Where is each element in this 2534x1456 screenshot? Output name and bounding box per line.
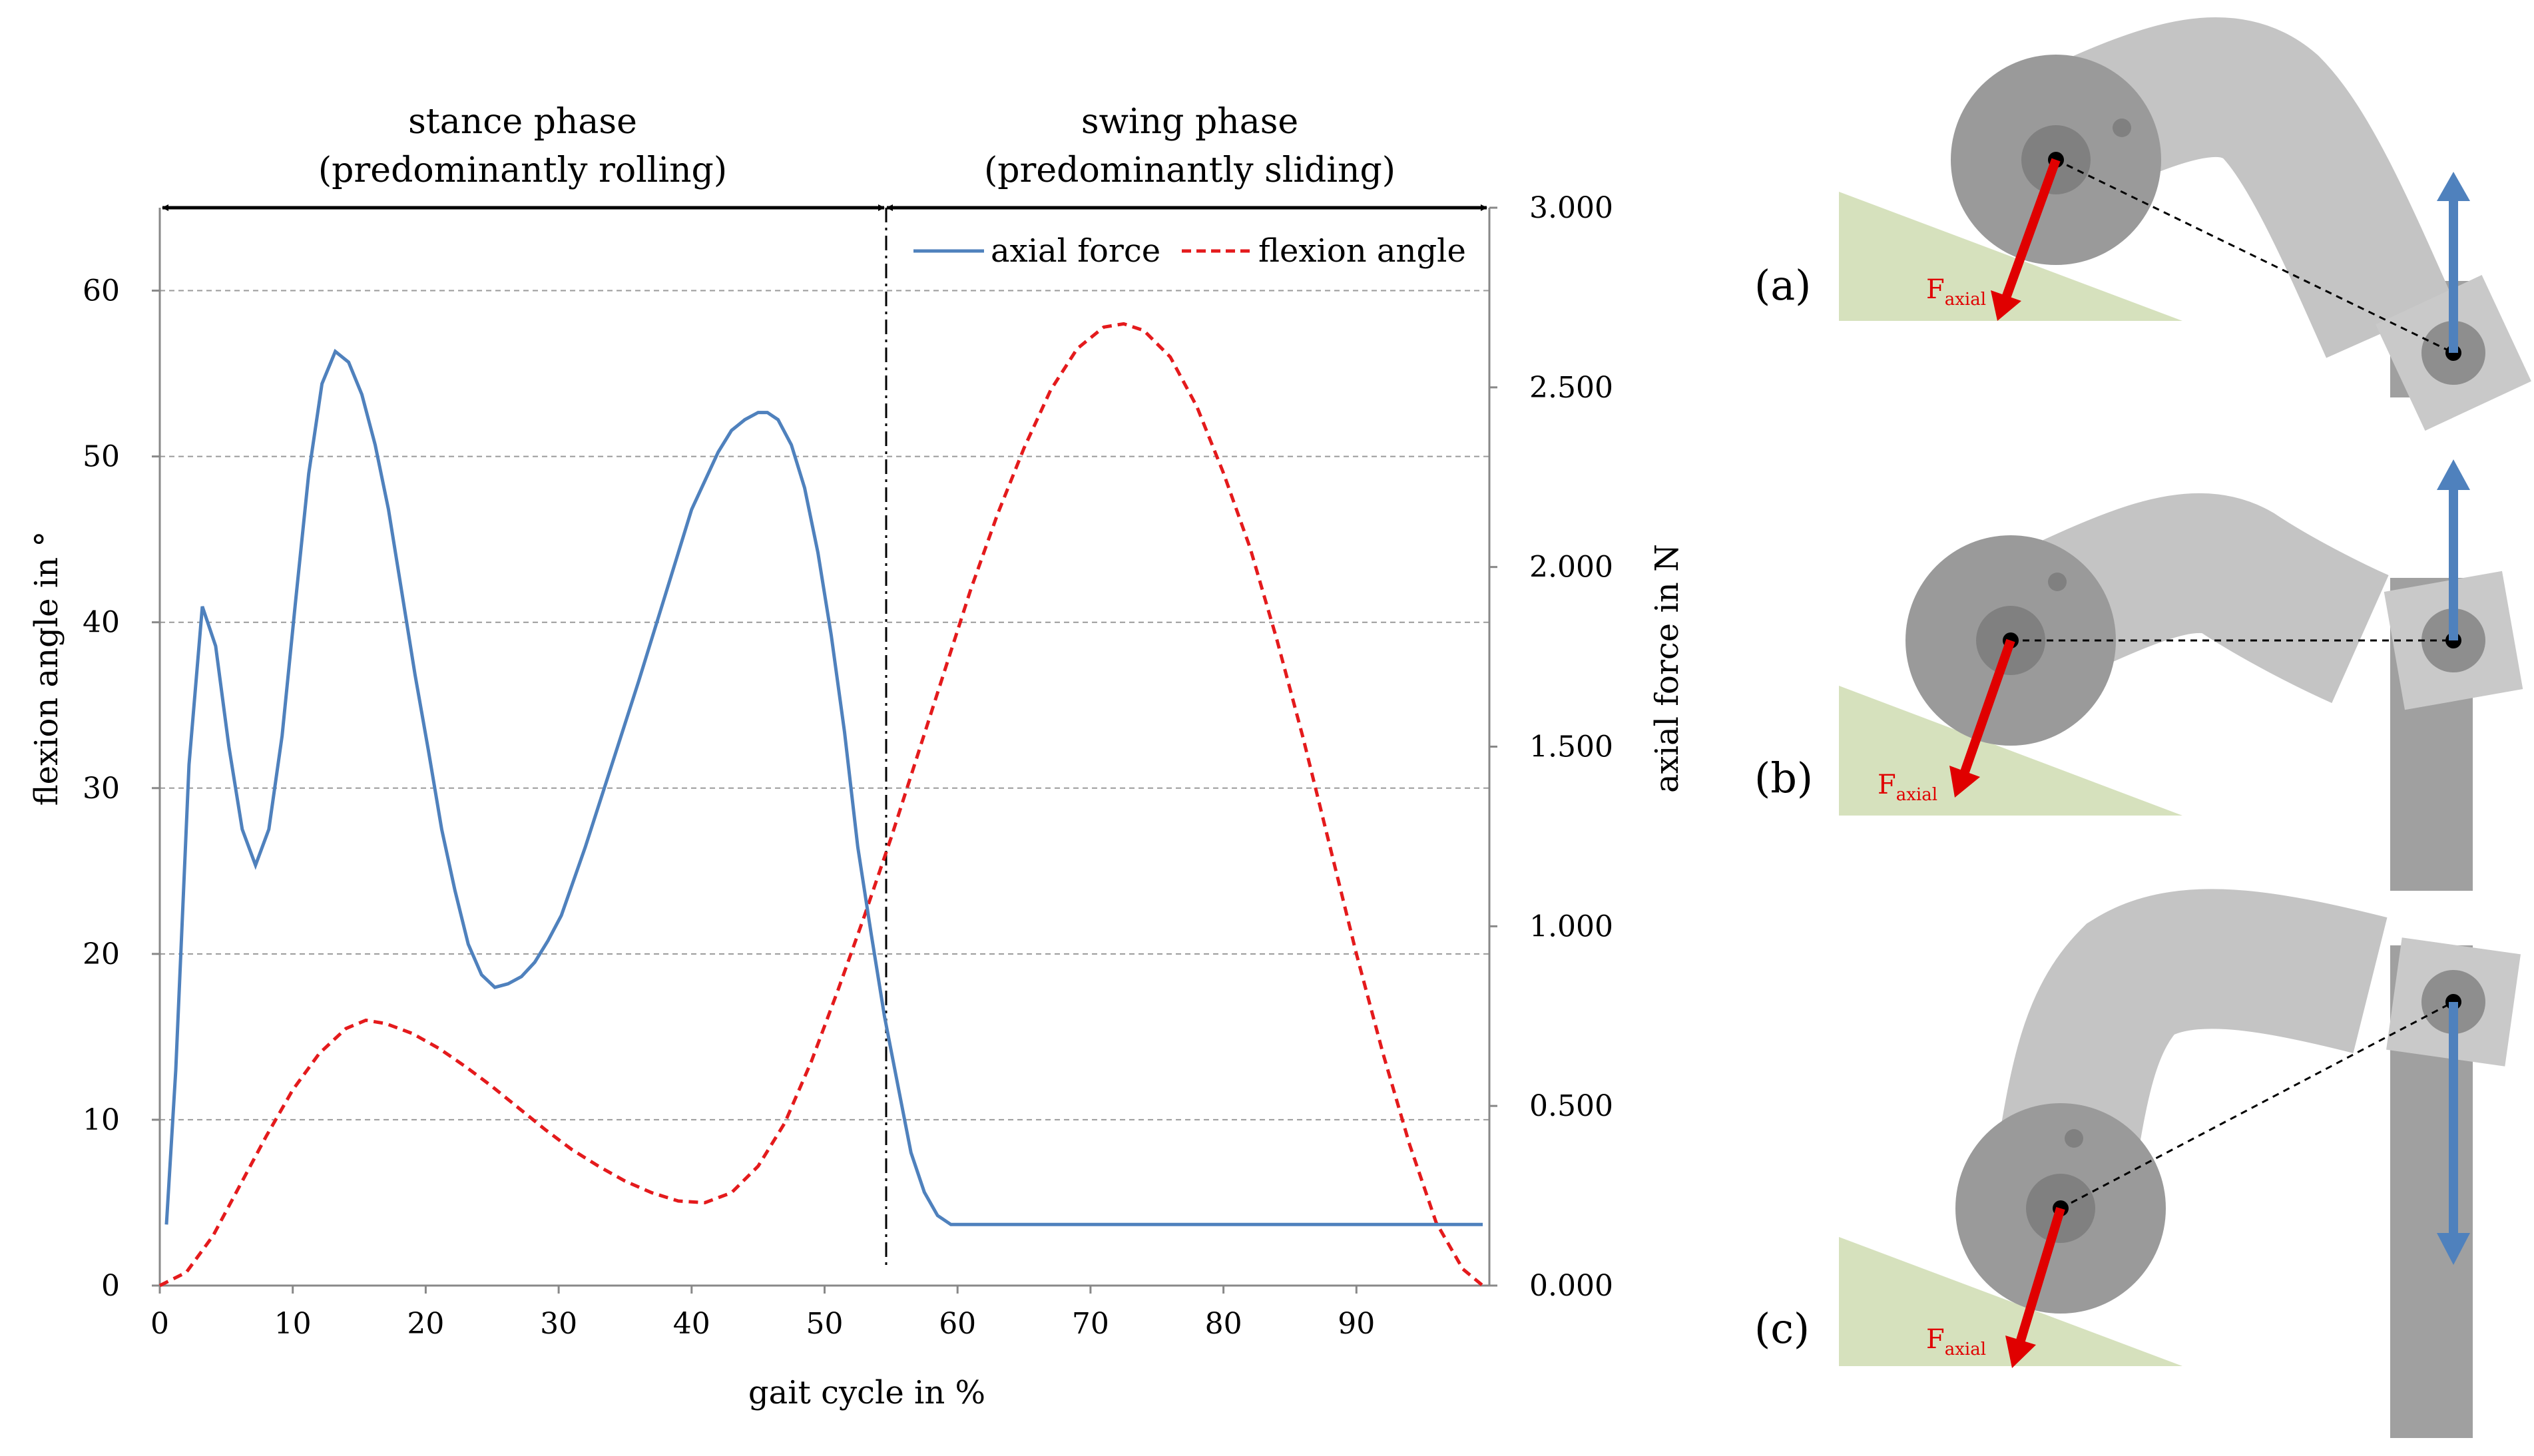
actuator-arrow-head	[2437, 459, 2470, 490]
force-label-a: Faxial	[1926, 274, 1986, 310]
knee-diagram: (a) Faxial (b)	[1754, 17, 2531, 1438]
x-tick-label: 30	[540, 1307, 577, 1341]
x-tick-label: 10	[274, 1307, 312, 1341]
x-axis-label: gait cycle in %	[748, 1374, 985, 1411]
swing-phase-title: swing phase	[1081, 102, 1298, 142]
y2-tick-label: 2.500	[1529, 371, 1613, 405]
y2-tick-label: 3.000	[1529, 191, 1613, 225]
series-line-flexion-angle	[158, 322, 1484, 1288]
y-tick-label: 40	[83, 606, 120, 640]
force-label-c: Faxial	[1926, 1324, 1986, 1359]
panel-label-b: (b)	[1754, 754, 1813, 802]
y2-tick-label: 1.500	[1529, 730, 1613, 764]
lever-line	[2060, 1001, 2454, 1210]
x-tick-label: 20	[407, 1307, 444, 1341]
x-tick-label: 60	[939, 1307, 976, 1341]
knee-pin	[2048, 573, 2067, 591]
y-tick-label: 50	[83, 440, 120, 474]
legend-label-axial-force: axial force	[991, 232, 1160, 270]
y2-tick-labels: 0.000 0.500 1.000 1.500 2.000 2.500 3.000	[1489, 191, 1613, 1303]
swing-phase-subtitle: (predominantly sliding)	[984, 150, 1395, 190]
knee-pin	[2113, 119, 2131, 137]
force-arrow	[2015, 1206, 2065, 1347]
legend-label-flexion-angle: flexion angle	[1258, 232, 1466, 270]
panel-label-a: (a)	[1754, 261, 1811, 310]
force-label-b: Faxial	[1878, 770, 1937, 805]
y2-tick-label: 0.000	[1529, 1269, 1613, 1303]
series-line-axial-force	[164, 348, 1483, 1226]
y-tick-label: 30	[83, 772, 120, 806]
y-tick-label: 10	[83, 1103, 120, 1137]
stance-phase-subtitle: (predominantly rolling)	[318, 150, 727, 190]
force-arrow-head	[2005, 1335, 2036, 1368]
panel-c: (c) Faxial	[1754, 889, 2521, 1438]
x-tick-label: 0	[150, 1307, 169, 1341]
y2-axis-label: axial force in N	[1648, 544, 1686, 793]
legend: axial force flexion angle	[913, 232, 1466, 270]
stance-phase-title: stance phase	[408, 102, 637, 142]
force-arrow-head	[1991, 290, 2021, 321]
x-tick-labels: 0 10 20 30 40 50 60 70 80 90	[150, 1286, 1375, 1341]
y-tick-label: 20	[83, 937, 120, 971]
grid-lines	[160, 290, 1489, 1120]
force-arrow	[1958, 638, 2015, 780]
x-tick-label: 40	[673, 1307, 710, 1341]
y2-tick-label: 2.000	[1529, 551, 1613, 585]
x-tick-label: 90	[1338, 1307, 1375, 1341]
actuator-arrow-head	[2437, 172, 2470, 201]
floor-wedge	[1839, 192, 2182, 321]
actuator-arrow-head	[2437, 1233, 2470, 1265]
force-arrow	[2001, 158, 2061, 302]
y-axis-label: flexion angle in °	[28, 531, 65, 806]
y2-tick-label: 0.500	[1529, 1089, 1613, 1123]
panel-label-c: (c)	[1754, 1304, 1810, 1353]
lever-line	[2055, 158, 2454, 354]
floor-wedge	[1839, 1237, 2182, 1366]
floor-wedge	[1839, 686, 2182, 816]
panel-b: (b) Faxial	[1754, 459, 2523, 891]
knee-pin	[2065, 1129, 2083, 1148]
x-tick-label: 80	[1205, 1307, 1242, 1341]
y-tick-label: 0	[101, 1269, 120, 1303]
y2-tick-label: 1.000	[1529, 909, 1613, 943]
y-tick-label: 60	[83, 274, 120, 308]
force-arrow-head	[1949, 766, 1980, 798]
x-tick-label: 70	[1072, 1307, 1109, 1341]
panel-a: (a) Faxial	[1754, 17, 2531, 431]
y-tick-labels: 0 10 20 30 40 50 60	[83, 274, 160, 1303]
x-tick-label: 50	[806, 1307, 844, 1341]
